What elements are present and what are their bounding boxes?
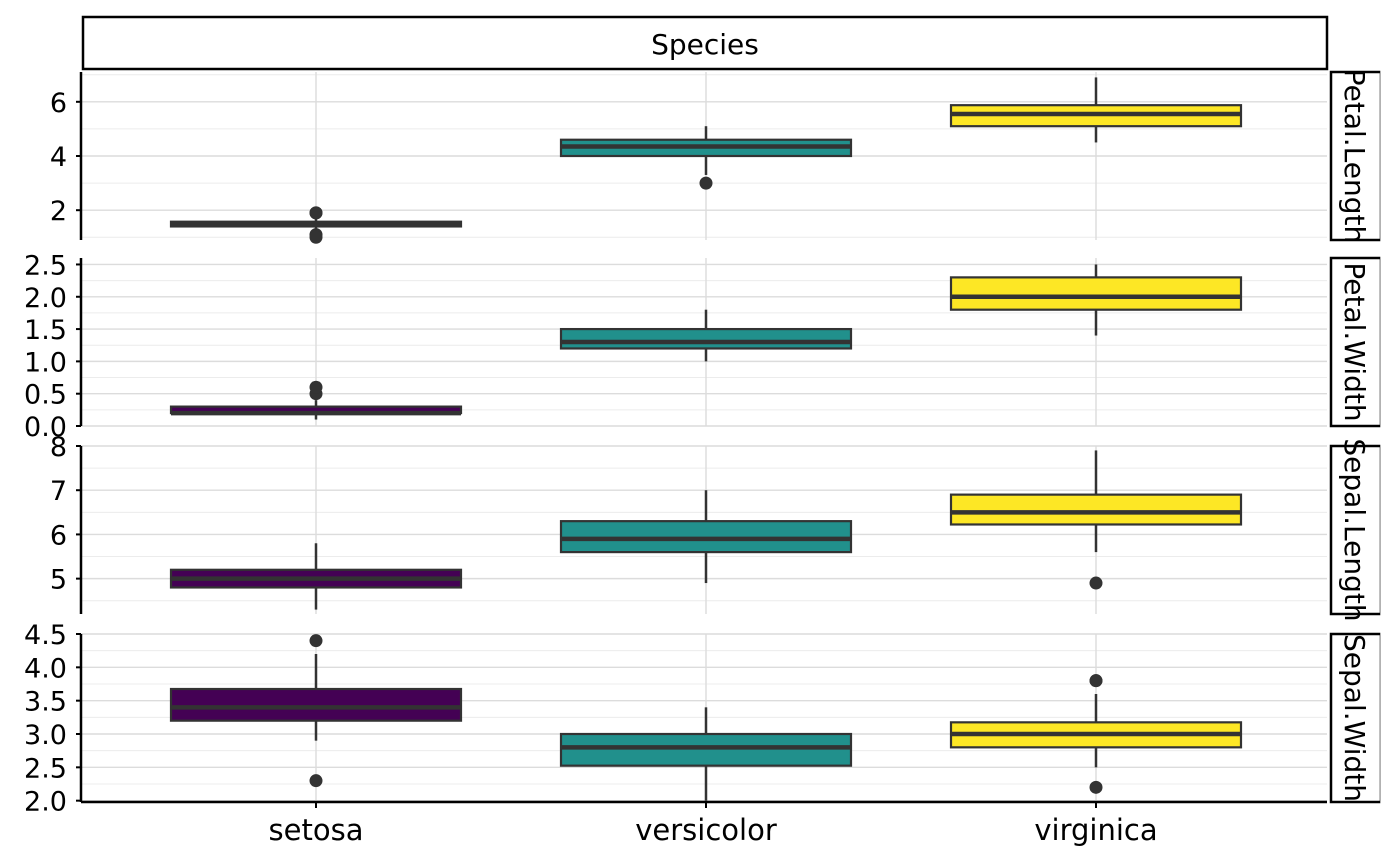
box-versicolor [559,309,853,362]
box-setosa [169,634,463,788]
y-tick-label: 1.5 [24,315,67,346]
facet-strip-0: Petal.Length [1329,69,1400,244]
y-tick-label: 3.0 [24,720,67,751]
top-strip-box [81,15,1329,71]
x-axis: setosa versicolor virginica [81,800,1327,847]
outlier-point [309,634,323,648]
facet-strip-3: Sepal.Width [1329,632,1400,804]
outlier-point [309,380,323,394]
y-tick-label: 4.0 [24,653,67,684]
y-tick-label: 0.0 [24,412,67,443]
y-tick-label: 4.5 [24,620,67,651]
facet-strip-box [1329,70,1383,242]
x-tick-label: virginica [1034,813,1157,847]
box-iqr [559,327,853,350]
top-strip-label: Species [651,28,759,61]
box-virginica [949,77,1243,143]
y-tick-label: 7 [50,476,67,507]
facet-strip-2: Sepal.Length [1329,438,1400,622]
box-iqr [559,732,853,767]
y-tick-label: 2.5 [24,250,67,281]
strip-edge-mask [1380,632,1400,804]
strip-edge-mask [1380,70,1400,242]
outlier-point [699,176,713,190]
box-virginica [949,674,1243,794]
x-tick-label: setosa [269,813,364,847]
facet-strip-box [1329,256,1383,428]
box-iqr [949,493,1243,526]
facet-strip-1: Petal.Width [1329,256,1400,428]
facet-strip-label: Sepal.Width [1338,634,1371,802]
box-setosa [169,543,463,610]
box-iqr [949,276,1243,311]
box-iqr [169,687,463,722]
box-virginica [949,264,1243,336]
y-tick-label: 0.5 [24,380,67,411]
facet-strip-box [1329,444,1383,616]
y-tick-label: 5 [50,565,67,596]
y-tick-label: 6 [50,88,67,119]
y-tick-label: 6 [50,520,67,551]
y-tick-label: 2.5 [24,753,67,784]
box-versicolor [559,490,853,584]
outlier-point [309,230,323,244]
facet-strip-label: Petal.Length [1338,69,1371,244]
outlier-point [1089,780,1103,794]
facet-panel-3: 2.02.53.03.54.04.5 Sepal.Width [24,620,1400,818]
facet-panel-0: 2 4 6 Petal.Length [50,69,1400,244]
y-tick-label: 2 [50,196,67,227]
box-versicolor [559,707,853,801]
y-tick-label: 4 [50,142,67,173]
outlier-point [1089,674,1103,688]
box-versicolor [559,126,853,190]
y-tick-label: 2.0 [24,787,67,818]
outlier-point [309,206,323,220]
y-tick-label: 2.0 [24,283,67,314]
facet-strip-label: Sepal.Length [1338,438,1371,621]
y-tick-label: 8 [50,432,67,463]
facet-panel-1: 0.00.51.01.52.02.5 Petal.Width [24,250,1400,443]
outlier-point [1089,576,1103,590]
strip-edge-mask [1380,256,1400,428]
facet-strip-box [1329,632,1383,804]
y-tick-label: 1.0 [24,347,67,378]
outlier-point [309,774,323,788]
box-setosa [169,206,463,244]
x-tick-label: versicolor [635,813,777,847]
box-setosa [169,380,463,420]
y-tick-label: 3.5 [24,687,67,718]
box-virginica [949,450,1243,590]
strip-edge-mask [1380,444,1400,616]
facet-strip-label: Petal.Width [1338,262,1371,421]
facet-panel-2: 5 6 7 8 Sepal.Length [50,432,1400,622]
top-strip: Species [81,15,1329,71]
